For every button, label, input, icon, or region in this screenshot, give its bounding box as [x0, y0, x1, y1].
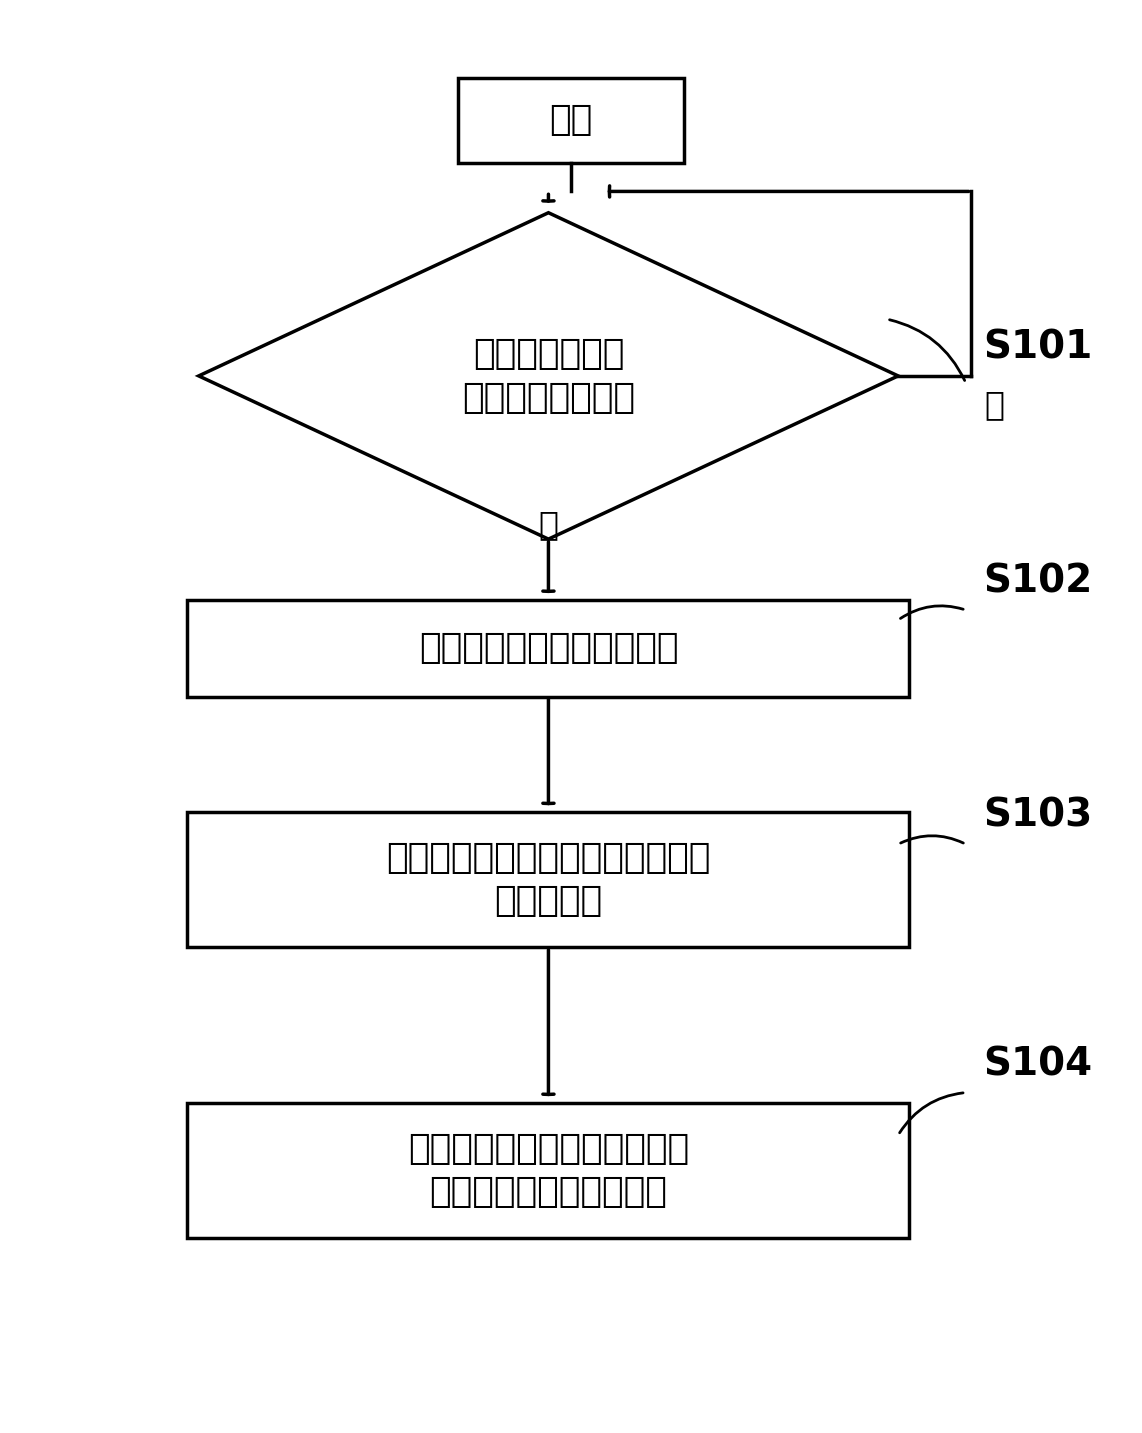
Text: S103: S103 — [983, 797, 1092, 835]
Text: S101: S101 — [983, 328, 1092, 367]
Polygon shape — [199, 212, 898, 539]
Bar — [187, 600, 909, 696]
Text: 是: 是 — [538, 509, 558, 542]
Text: 控制第一桥臂维持开通状态: 控制第一桥臂维持开通状态 — [419, 632, 678, 665]
Text: 判断是否获取到
主动放电启动指令: 判断是否获取到 主动放电启动指令 — [461, 337, 635, 414]
Text: S104: S104 — [983, 1045, 1092, 1083]
Text: 增大第二桥臂所对应控制极驱动电
阻的电阻值: 增大第二桥臂所对应控制极驱动电 阻的电阻值 — [386, 841, 710, 919]
Bar — [458, 77, 684, 163]
Text: 开始: 开始 — [549, 103, 593, 138]
Text: 根据预设的驱动信号控制第二
桥臂交替进行开通与关断: 根据预设的驱动信号控制第二 桥臂交替进行开通与关断 — [408, 1132, 689, 1209]
Bar — [187, 813, 909, 947]
Text: S102: S102 — [983, 563, 1092, 600]
Bar — [187, 1103, 909, 1238]
Text: 否: 否 — [984, 388, 1004, 421]
